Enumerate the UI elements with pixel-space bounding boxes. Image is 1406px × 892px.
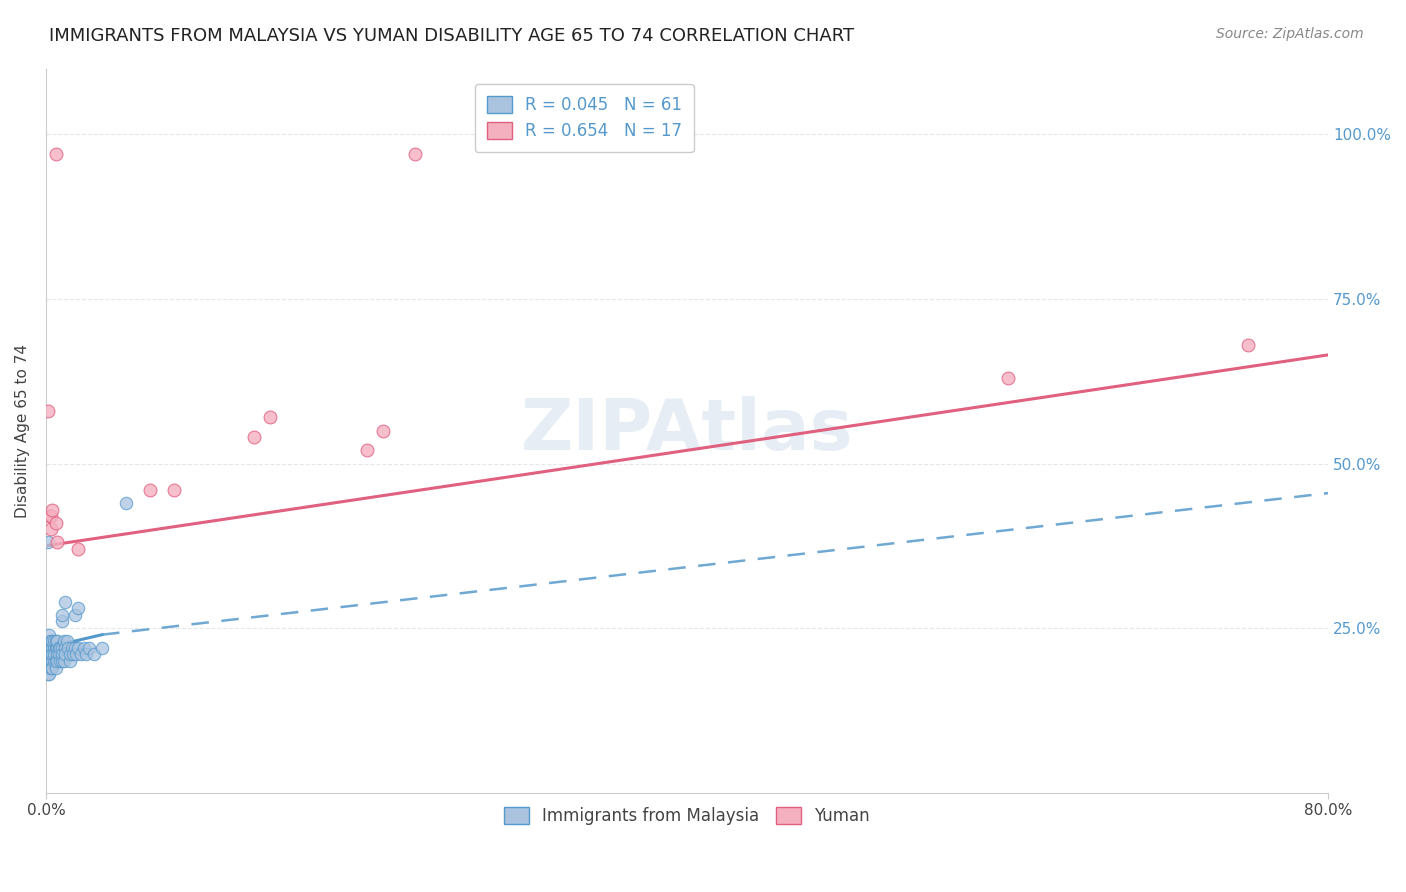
Point	[65, 648, 87, 662]
Point	[39, 522, 62, 536]
Point	[48, 640, 70, 655]
Point	[404, 147, 426, 161]
Point	[75, 648, 97, 662]
Point	[38, 654, 60, 668]
Point	[62, 648, 84, 662]
Point	[39, 640, 62, 655]
Point	[38, 628, 60, 642]
Point	[45, 640, 67, 655]
Point	[38, 660, 60, 674]
Point	[63, 607, 86, 622]
Point	[41, 634, 63, 648]
Point	[356, 443, 378, 458]
Point	[53, 595, 76, 609]
Point	[52, 654, 75, 668]
Point	[59, 648, 82, 662]
Text: ZIPAtlas: ZIPAtlas	[520, 396, 853, 465]
Point	[49, 654, 72, 668]
Point	[371, 424, 394, 438]
Point	[60, 640, 83, 655]
Point	[46, 654, 69, 668]
Point	[38, 509, 60, 524]
Point	[48, 648, 70, 662]
Point	[38, 667, 60, 681]
Point	[45, 654, 67, 668]
Point	[997, 371, 1019, 385]
Point	[39, 654, 62, 668]
Point	[41, 640, 63, 655]
Point	[58, 640, 80, 655]
Point	[41, 660, 63, 674]
Point	[51, 654, 73, 668]
Point	[42, 640, 65, 655]
Point	[37, 667, 59, 681]
Point	[83, 648, 105, 662]
Point	[37, 648, 59, 662]
Point	[37, 535, 59, 549]
Point	[163, 483, 186, 497]
Point	[53, 648, 76, 662]
Point	[46, 634, 69, 648]
Point	[52, 634, 75, 648]
Point	[37, 654, 59, 668]
Y-axis label: Disability Age 65 to 74: Disability Age 65 to 74	[15, 343, 30, 517]
Point	[42, 634, 65, 648]
Point	[259, 410, 281, 425]
Point	[70, 648, 93, 662]
Text: Source: ZipAtlas.com: Source: ZipAtlas.com	[1216, 27, 1364, 41]
Point	[115, 496, 138, 510]
Point	[41, 648, 63, 662]
Point	[45, 147, 67, 161]
Point	[46, 648, 69, 662]
Point	[66, 542, 89, 557]
Point	[1237, 338, 1260, 352]
Point	[37, 640, 59, 655]
Point	[51, 648, 73, 662]
Legend: Immigrants from Malaysia, Yuman: Immigrants from Malaysia, Yuman	[494, 797, 880, 835]
Point	[45, 516, 67, 530]
Point	[38, 640, 60, 655]
Point	[39, 509, 62, 524]
Point	[39, 648, 62, 662]
Point	[46, 535, 69, 549]
Point	[91, 640, 114, 655]
Point	[51, 615, 73, 629]
Point	[39, 660, 62, 674]
Point	[45, 660, 67, 674]
Text: IMMIGRANTS FROM MALAYSIA VS YUMAN DISABILITY AGE 65 TO 74 CORRELATION CHART: IMMIGRANTS FROM MALAYSIA VS YUMAN DISABI…	[49, 27, 855, 45]
Point	[46, 640, 69, 655]
Point	[66, 601, 89, 615]
Point	[56, 634, 79, 648]
Point	[49, 640, 72, 655]
Point	[77, 640, 100, 655]
Point	[53, 640, 76, 655]
Point	[37, 404, 59, 418]
Point	[41, 654, 63, 668]
Point	[42, 654, 65, 668]
Point	[45, 634, 67, 648]
Point	[51, 607, 73, 622]
Point	[42, 648, 65, 662]
Point	[39, 634, 62, 648]
Point	[243, 430, 266, 444]
Point	[37, 660, 59, 674]
Point	[51, 640, 73, 655]
Point	[38, 634, 60, 648]
Point	[41, 502, 63, 516]
Point	[66, 640, 89, 655]
Point	[139, 483, 162, 497]
Point	[38, 648, 60, 662]
Point	[73, 640, 96, 655]
Point	[59, 654, 82, 668]
Point	[63, 640, 86, 655]
